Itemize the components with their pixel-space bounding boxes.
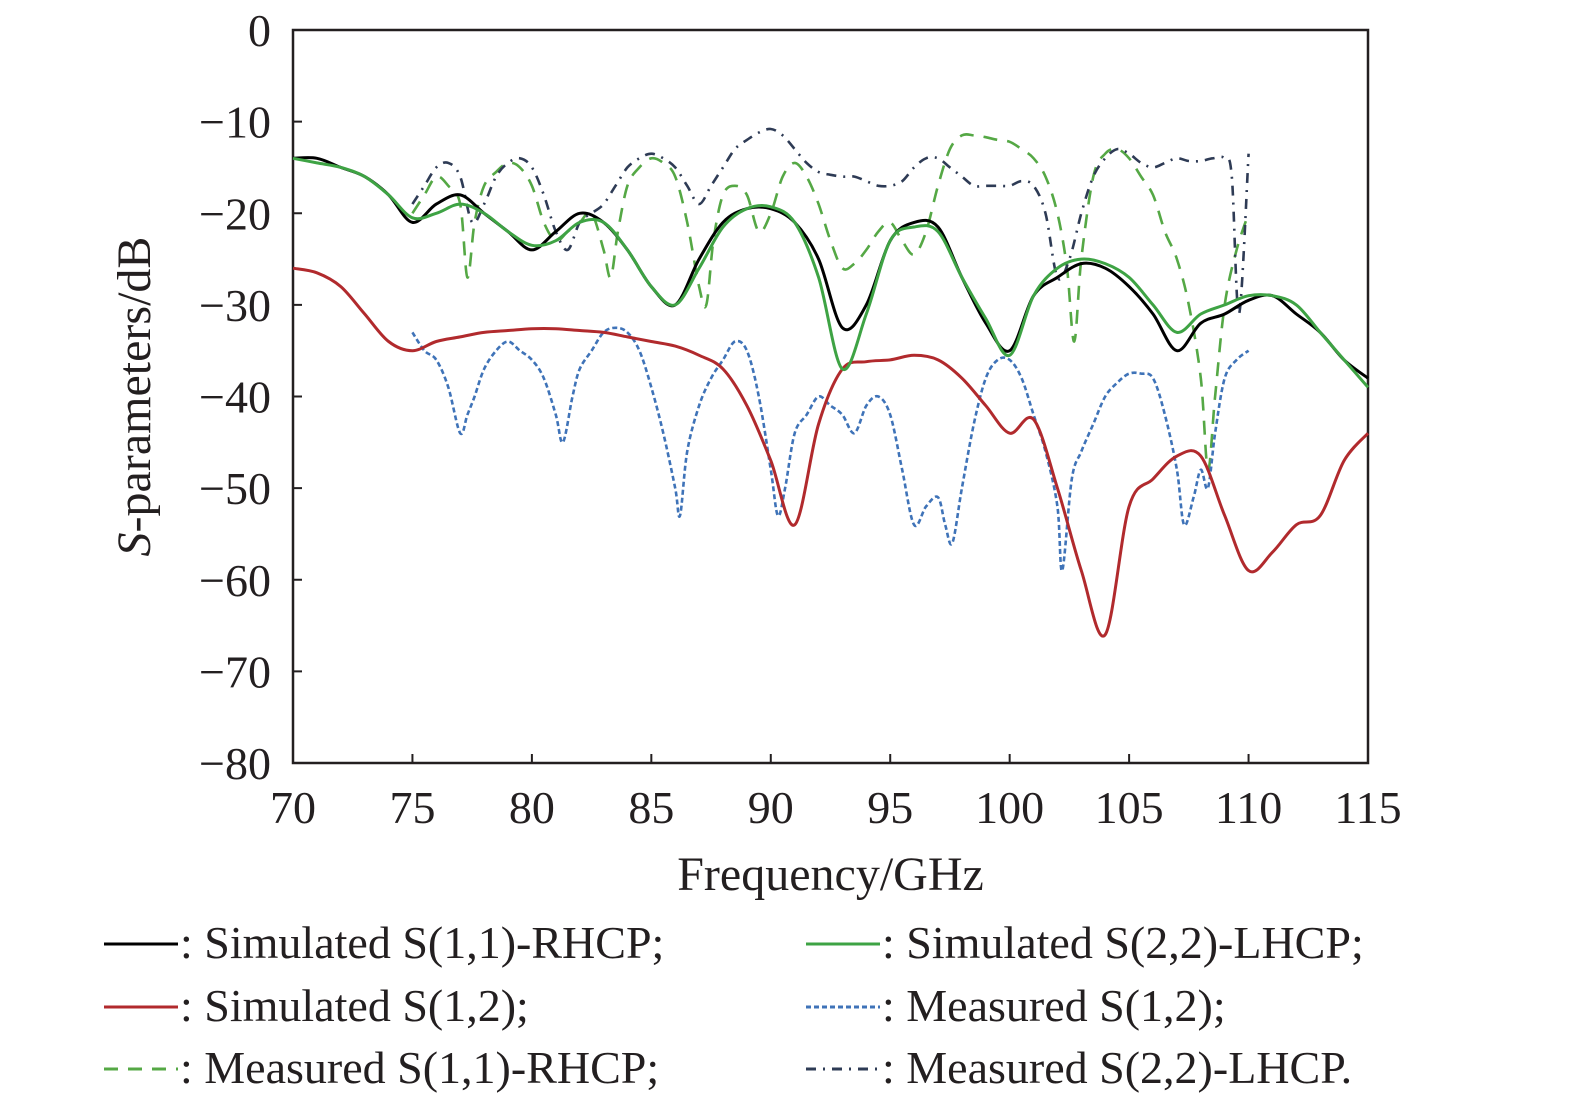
series-line-2: [292, 266, 1370, 638]
series-line-6: [411, 127, 1250, 316]
legend-series-name: Measured S(1,2);: [906, 980, 1225, 1031]
y-tick-label: −20: [199, 188, 271, 239]
series-line-5: [411, 326, 1250, 572]
plot-border: [291, 28, 1370, 765]
legend-series-name: Simulated S(2,2)-LHCP;: [906, 917, 1363, 968]
y-tick-label: −50: [199, 463, 271, 514]
y-tick-label: −60: [199, 555, 271, 606]
legend-series-name: Simulated S(1,1)-RHCP;: [204, 917, 664, 968]
y-tick-label: −10: [199, 97, 271, 148]
plot-frame: [291, 28, 1370, 765]
x-tick-label: 115: [1334, 782, 1401, 833]
tick-layer: 70 75 80 85 90 95 100 105 110 115 0 −10 −20 −30 −40 −50…: [199, 5, 1402, 833]
legend-prefix: :: [882, 917, 906, 968]
x-tick-label: 90: [748, 782, 794, 833]
legend-label-6: : Measured S(2,2)-LHCP.: [882, 1042, 1352, 1093]
x-tick-label: 95: [867, 782, 913, 833]
legend-label-2: : Simulated S(1,2);: [180, 980, 529, 1031]
legend: : Simulated S(1,1)-RHCP;: Simulated S(2,…: [104, 917, 1364, 1093]
legend-prefix: :: [882, 1042, 906, 1093]
legend-prefix: :: [180, 917, 204, 968]
y-axis-title-rest: -parameters/dB: [108, 237, 161, 533]
legend-series-name: Measured S(2,2)-LHCP.: [906, 1042, 1352, 1093]
legend-label-1: : Simulated S(1,1)-RHCP;: [180, 917, 664, 968]
y-axis-title-italic: S: [108, 532, 161, 556]
x-tick-label: 85: [628, 782, 674, 833]
legend-label-5: : Measured S(1,2);: [882, 980, 1226, 1031]
legend-series-name: Measured S(1,1)-RHCP;: [204, 1042, 659, 1093]
y-tick-label: 0: [248, 5, 271, 56]
legend-series-name: Simulated S(1,2);: [204, 980, 529, 1031]
series-layer: [292, 127, 1370, 638]
y-tick-label: −70: [199, 646, 271, 697]
x-tick-label: 70: [270, 782, 316, 833]
x-tick-label: 80: [509, 782, 555, 833]
legend-label-3: : Measured S(1,1)-RHCP;: [180, 1042, 659, 1093]
y-axis-title: S-parameters/dB: [108, 237, 161, 557]
y-tick-label: −40: [199, 372, 271, 423]
x-axis-title: Frequency/GHz: [677, 848, 984, 901]
y-tick-label: −30: [199, 280, 271, 331]
x-tick-label: 110: [1215, 782, 1282, 833]
legend-prefix: :: [180, 980, 204, 1031]
x-tick-label: 105: [1095, 782, 1164, 833]
legend-label-4: : Simulated S(2,2)-LHCP;: [882, 917, 1364, 968]
x-tick-label: 100: [975, 782, 1044, 833]
legend-prefix: :: [180, 1042, 204, 1093]
series-line-4: [292, 156, 1370, 389]
legend-prefix: :: [882, 980, 906, 1031]
series-line-1: [292, 156, 1369, 380]
y-tick-label: −80: [199, 738, 271, 789]
x-tick-label: 75: [389, 782, 435, 833]
